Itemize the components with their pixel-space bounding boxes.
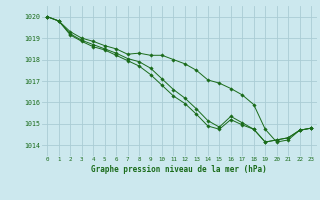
X-axis label: Graphe pression niveau de la mer (hPa): Graphe pression niveau de la mer (hPa) <box>91 165 267 174</box>
